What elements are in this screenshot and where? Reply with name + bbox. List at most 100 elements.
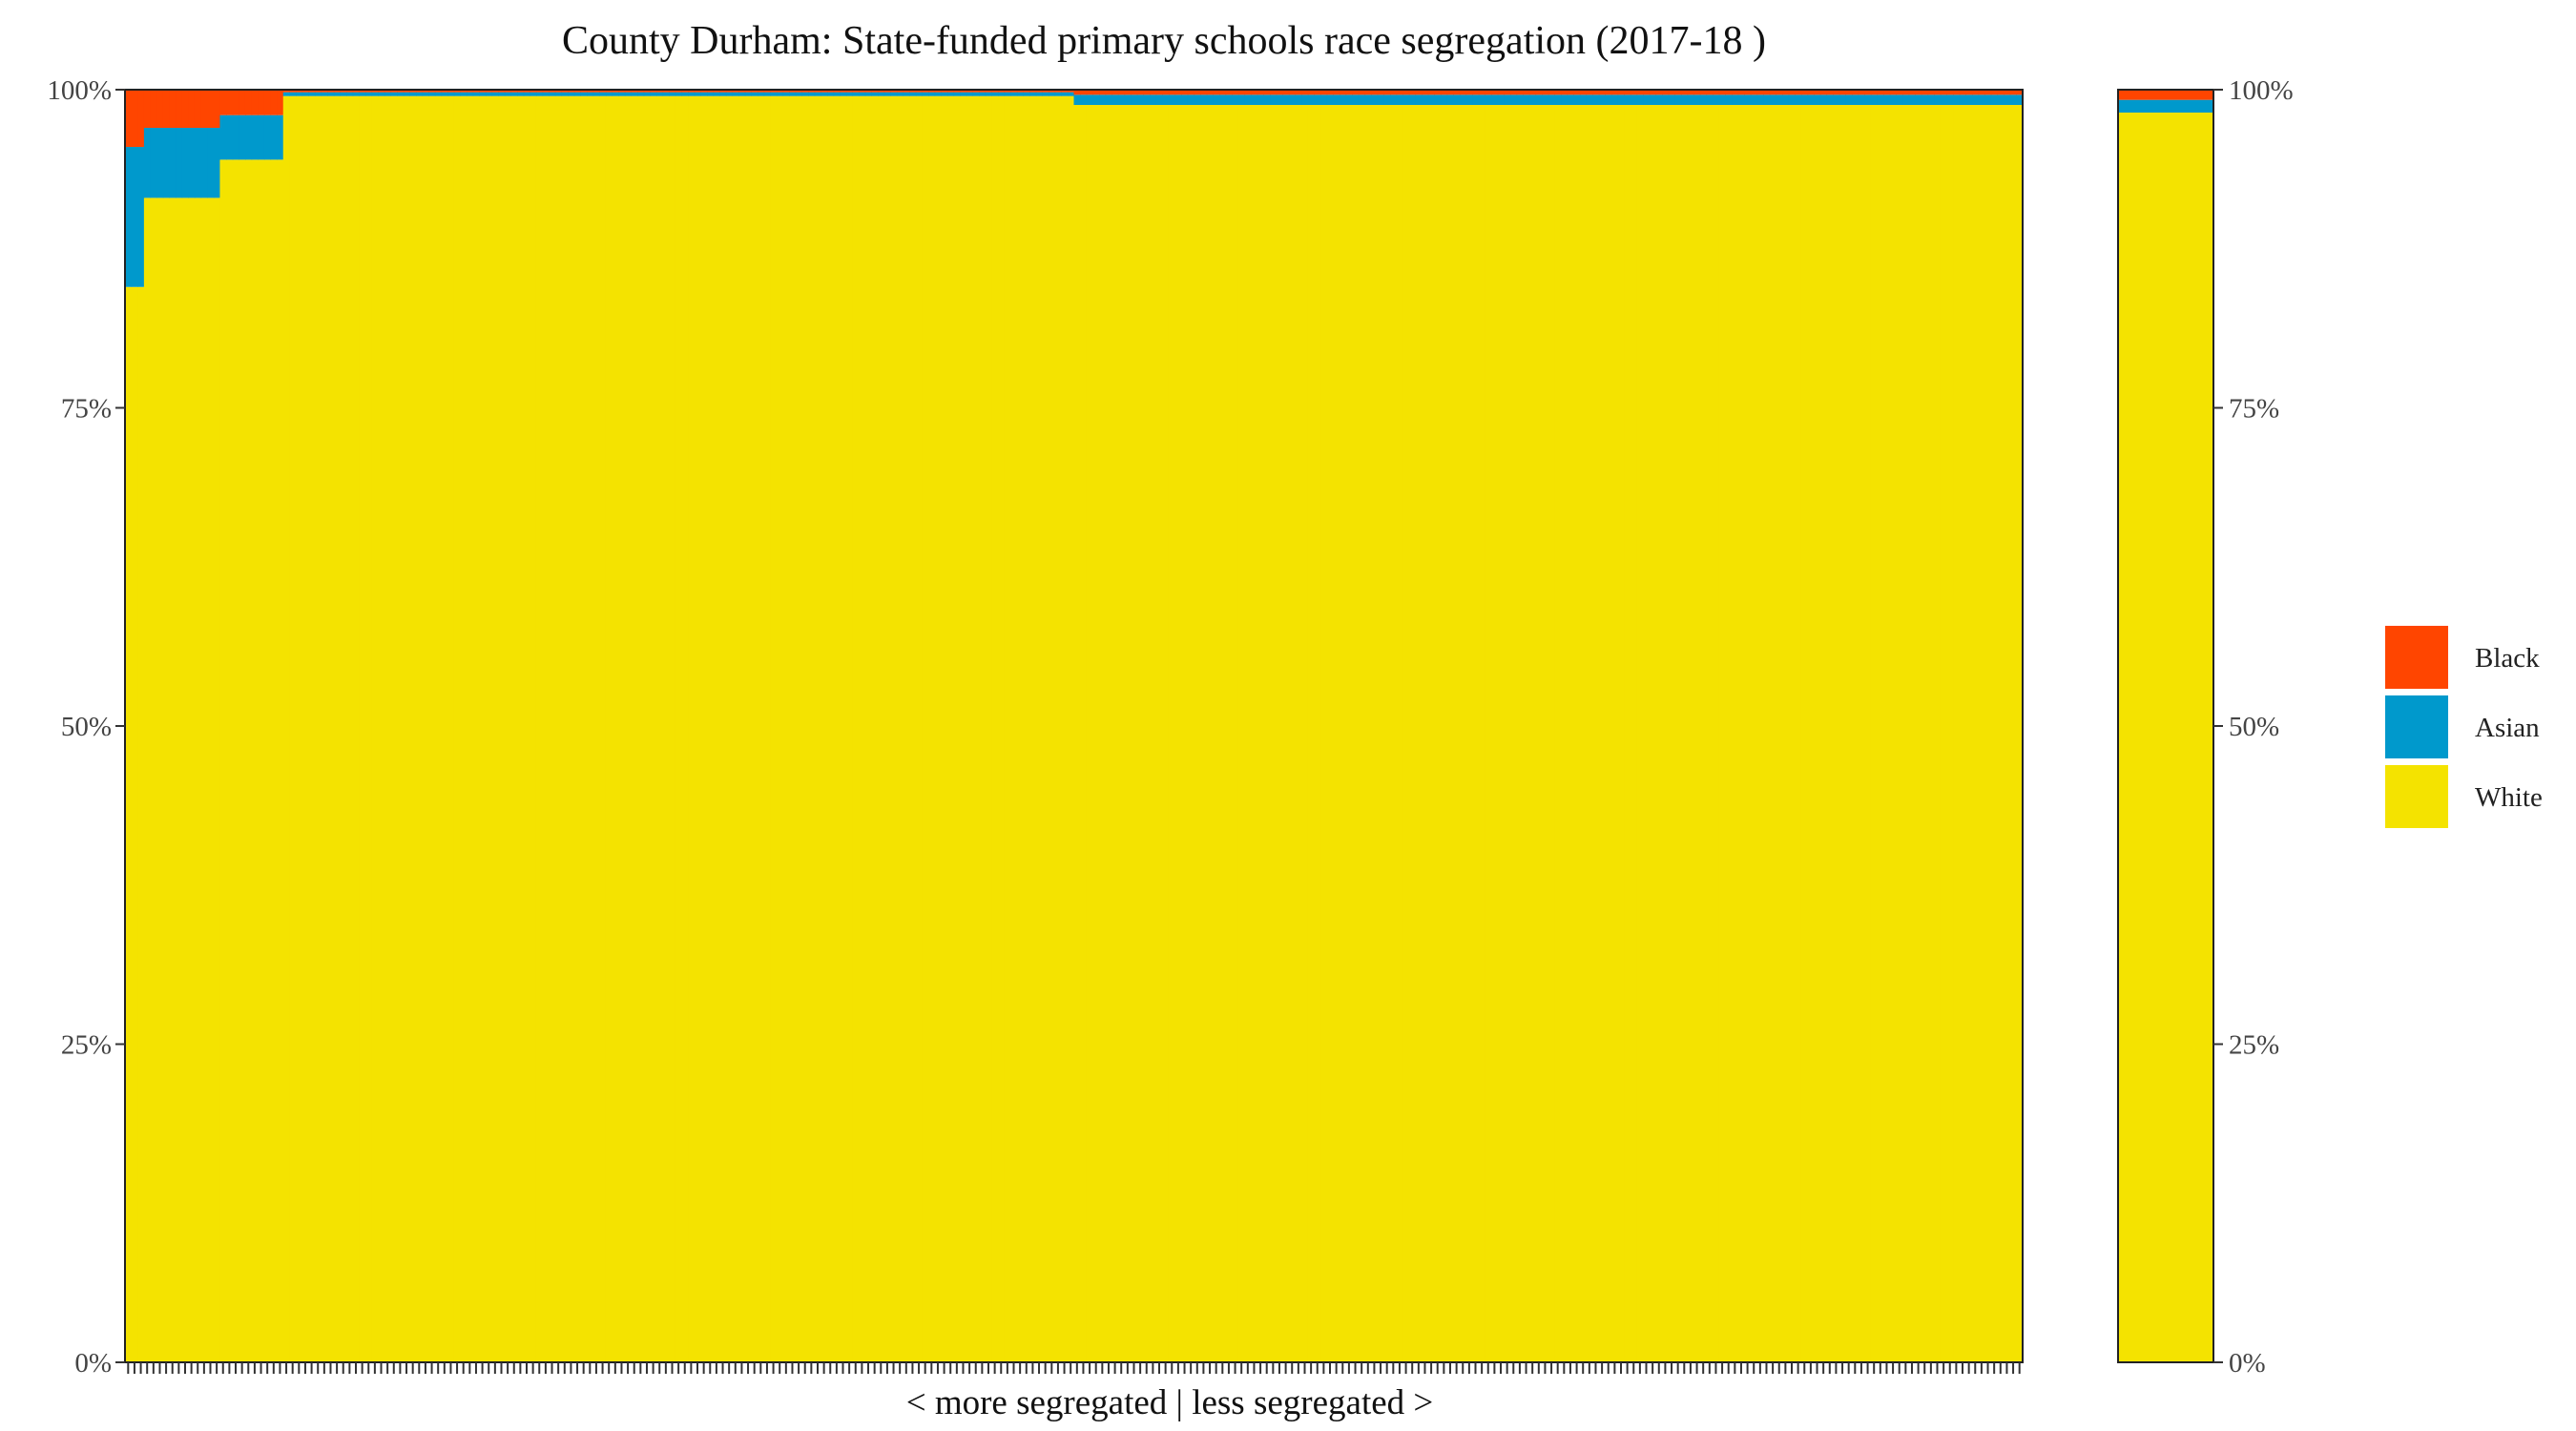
bar-segment-asian — [852, 92, 860, 96]
bar-segment-white — [1136, 105, 1145, 1362]
bar-segment-asian — [301, 92, 309, 96]
bar-segment-asian — [1504, 94, 1511, 106]
school-bar — [549, 90, 556, 1362]
bar-segment-asian — [1333, 94, 1340, 106]
bar-segment-white — [1168, 105, 1176, 1362]
bar-segment-white — [1509, 105, 1518, 1362]
bar-segment-white — [1946, 105, 1954, 1362]
bar-segment-asian — [1339, 94, 1347, 106]
bar-segment-white — [1561, 105, 1568, 1362]
bar-segment-white — [1959, 105, 1966, 1362]
bar-segment-asian — [1990, 94, 1999, 106]
bar-segment-asian — [1314, 94, 1321, 106]
bar-segment-black — [871, 90, 879, 93]
y-axis-right: 0% 25% 50% 75% 100% — [2213, 75, 2294, 1379]
school-bar — [460, 90, 467, 1362]
bar-segment-asian — [162, 128, 171, 198]
bar-segment-white — [1579, 105, 1588, 1362]
bar-segment-asian — [586, 92, 594, 96]
school-bar — [1750, 90, 1758, 1362]
bar-segment-white — [568, 95, 575, 1362]
bar-segment-black — [188, 90, 196, 129]
bar-segment-asian — [1276, 94, 1283, 106]
bar-segment-asian — [1523, 94, 1530, 106]
bar-segment-asian — [1396, 94, 1403, 106]
bar-segment-black — [1067, 90, 1075, 93]
bar-segment-black — [1232, 90, 1239, 95]
bar-segment-black — [655, 90, 664, 93]
bar-segment-black — [447, 90, 455, 93]
bar-segment-black — [1706, 90, 1714, 95]
school-bar — [1636, 90, 1644, 1362]
school-bar — [1528, 90, 1537, 1362]
bar-segment-asian — [554, 92, 563, 96]
school-bar — [428, 90, 436, 1362]
bar-segment-asian — [1737, 94, 1745, 106]
bar-segment-black — [1763, 90, 1771, 95]
bar-segment-asian — [864, 92, 872, 96]
bar-segment-white — [1978, 105, 1985, 1362]
bar-segment-black — [675, 90, 683, 93]
school-bar — [301, 90, 309, 1362]
school-bar — [789, 90, 797, 1362]
bar-segment-white — [719, 95, 727, 1362]
bar-segment-black — [441, 90, 448, 93]
school-bar — [744, 90, 752, 1362]
bar-segment-black — [903, 90, 910, 93]
bar-segment-black — [1693, 90, 1701, 95]
school-bar — [1155, 90, 1163, 1362]
school-bar — [669, 90, 676, 1362]
bar-segment-asian — [1693, 94, 1701, 106]
bar-segment-asian — [738, 92, 746, 96]
bar-segment-black — [403, 90, 410, 93]
bar-segment-white — [1598, 105, 1607, 1362]
bar-segment-black — [561, 90, 569, 93]
bar-segment-asian — [688, 92, 696, 96]
bar-segment-asian — [226, 114, 234, 160]
bar-segment-black — [1965, 90, 1973, 95]
school-bar — [1782, 90, 1790, 1362]
bar-segment-white — [1864, 105, 1872, 1362]
bar-segment-black — [1567, 90, 1574, 95]
school-bar — [263, 90, 272, 1362]
bar-segment-white — [1883, 105, 1891, 1362]
school-bar — [1680, 90, 1689, 1362]
bar-segment-asian — [770, 92, 778, 96]
bar-segment-white — [504, 95, 512, 1362]
bar-segment-white — [352, 95, 360, 1362]
bar-segment-black — [1402, 90, 1410, 95]
bar-segment-asian — [833, 92, 841, 96]
bar-segment-white — [1649, 105, 1657, 1362]
bar-segment-white — [1902, 105, 1910, 1362]
bar-segment-white — [1750, 105, 1758, 1362]
bar-segment-asian — [1162, 94, 1170, 106]
bar-segment-white — [1605, 105, 1612, 1362]
bar-segment-white — [346, 95, 354, 1362]
bar-segment-white — [131, 286, 138, 1362]
bar-segment-black — [1200, 90, 1208, 95]
bar-segment-black — [390, 90, 398, 93]
bar-segment-black — [991, 90, 999, 93]
y-tick-label: 75% — [2229, 394, 2279, 425]
bar-segment-black — [732, 90, 739, 93]
school-bar — [1073, 90, 1081, 1362]
school-bar — [1491, 90, 1499, 1362]
bar-segment-black — [624, 90, 632, 93]
bar-segment-white — [650, 95, 657, 1362]
bar-segment-white — [213, 197, 221, 1362]
bar-segment-white — [1611, 105, 1619, 1362]
bar-segment-black — [1326, 90, 1334, 95]
bar-segment-asian — [801, 92, 809, 96]
bar-segment-white — [1061, 95, 1069, 1362]
bar-segment-white — [327, 95, 335, 1362]
bar-segment-asian — [624, 92, 632, 96]
bar-segment-white — [1940, 105, 1948, 1362]
bar-segment-black — [997, 90, 1006, 93]
bar-segment-white — [554, 95, 563, 1362]
bar-segment-black — [1048, 90, 1056, 93]
bar-segment-black — [612, 90, 619, 93]
bar-segment-asian — [1833, 94, 1840, 106]
bar-segment-white — [612, 95, 619, 1362]
bar-segment-asian — [1054, 92, 1062, 96]
school-bar — [662, 90, 670, 1362]
